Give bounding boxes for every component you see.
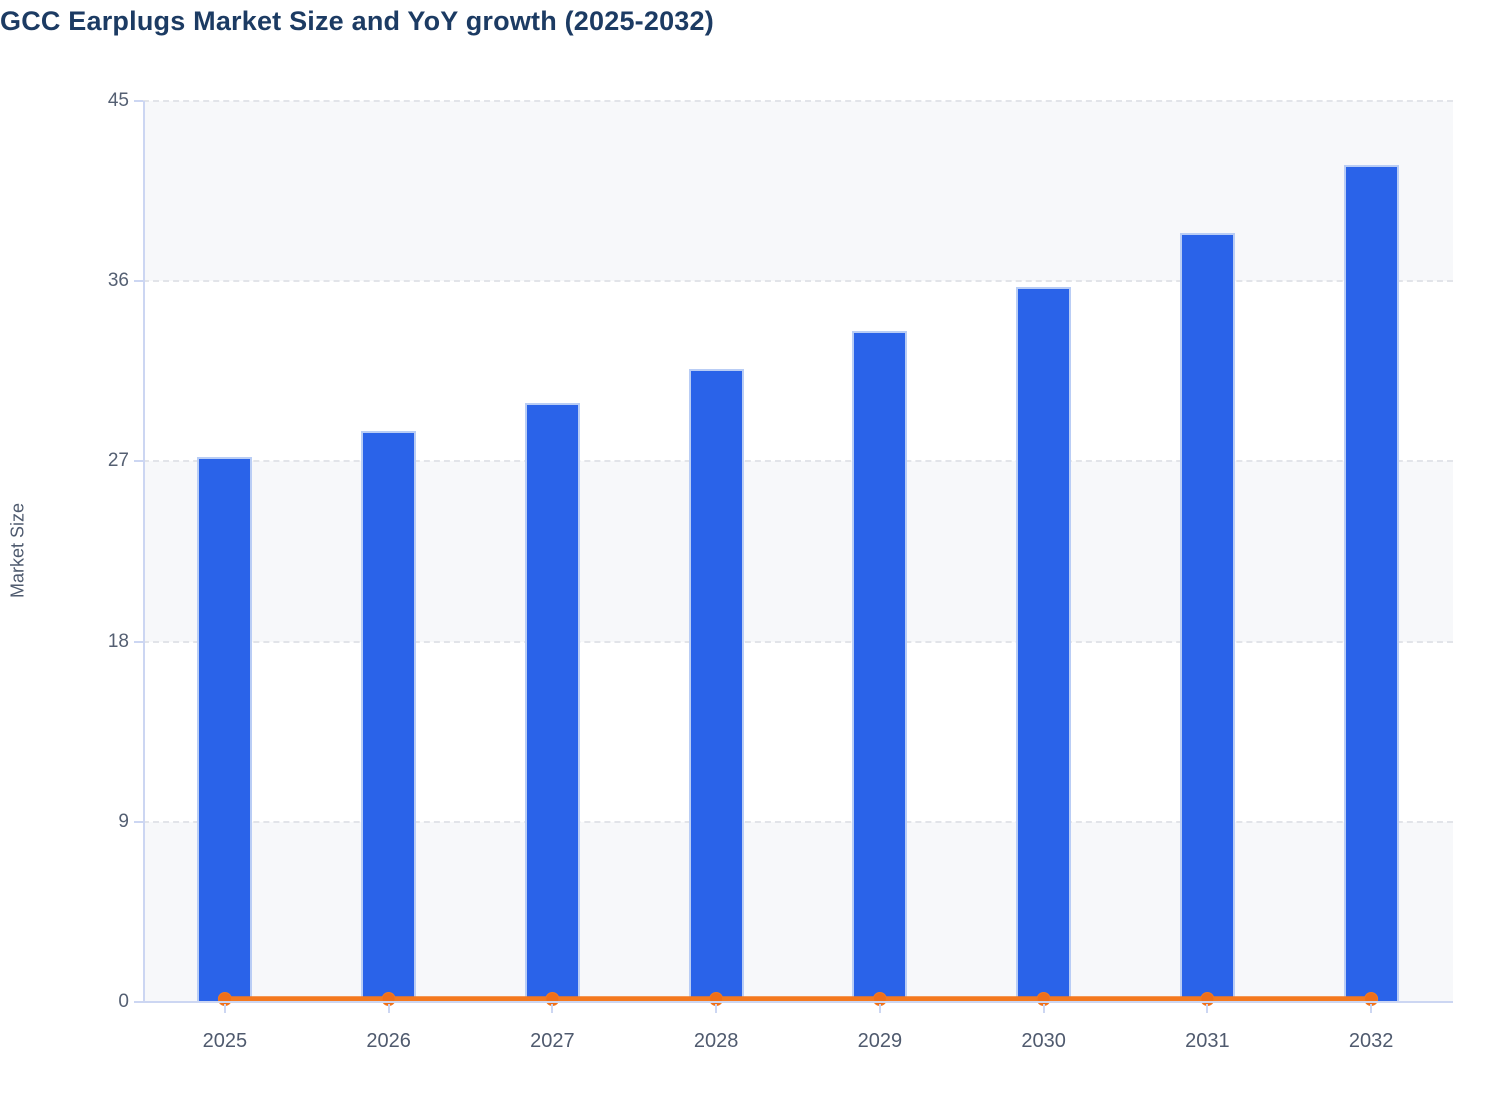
x-tick-mark: [223, 1004, 226, 1013]
y-tick-mark: [134, 460, 143, 463]
y-axis-line: [143, 101, 145, 1003]
y-grid-line: [143, 820, 1453, 823]
bar-2029[interactable]: [852, 331, 908, 1002]
x-tick-mark: [551, 1004, 554, 1013]
y-tick-mark: [134, 820, 143, 823]
yoy-growth-line-layer: [217, 992, 1379, 1006]
x-axis-label: 2029: [857, 1030, 903, 1052]
y-grid-line: [143, 280, 1453, 283]
plot-area: [143, 100, 1453, 1006]
x-tick-mark: [1370, 1004, 1373, 1013]
y-axis-label: 0: [118, 991, 129, 1012]
bar-2031[interactable]: [1179, 233, 1235, 1002]
x-axis-label: 2028: [693, 1030, 739, 1052]
y-grid-line: [143, 460, 1453, 463]
bar-2032[interactable]: [1343, 165, 1399, 1002]
chart-title: GCC Earplugs Market Size and YoY growth …: [0, 6, 714, 36]
x-axis-label: 2030: [1021, 1030, 1066, 1052]
x-axis-label: 2027: [530, 1030, 575, 1052]
y-tick-mark: [134, 1001, 143, 1003]
x-tick-mark: [1206, 1004, 1209, 1013]
y-axis-title: Market Size: [7, 502, 28, 599]
bar-2025[interactable]: [197, 457, 253, 1002]
y-grid-line: [143, 100, 1453, 102]
x-tick-mark: [1042, 1004, 1045, 1013]
x-axis-line: [143, 1001, 1453, 1003]
y-axis-label: 18: [107, 630, 129, 652]
x-tick-mark: [387, 1004, 390, 1013]
y-tick-mark: [134, 100, 143, 102]
x-axis-label: 2026: [366, 1030, 411, 1052]
bar-2028[interactable]: [688, 369, 744, 1002]
bar-2027[interactable]: [524, 403, 580, 1002]
bar-2030[interactable]: [1016, 287, 1072, 1002]
x-tick-mark: [878, 1004, 881, 1013]
y-axis-label: 36: [107, 270, 129, 292]
x-axis-label: 2031: [1185, 1030, 1230, 1052]
y-tick-mark: [134, 640, 143, 643]
bar-2026[interactable]: [361, 431, 417, 1002]
x-tick-mark: [715, 1004, 718, 1013]
y-axis-label: 27: [107, 450, 129, 472]
x-axis-label: 2025: [202, 1030, 248, 1052]
y-axis-label: 9: [118, 810, 129, 832]
x-axis-label: 2032: [1348, 1030, 1394, 1052]
y-grid-line: [143, 640, 1453, 643]
y-tick-mark: [134, 280, 143, 283]
y-axis-label: 45: [107, 90, 129, 111]
